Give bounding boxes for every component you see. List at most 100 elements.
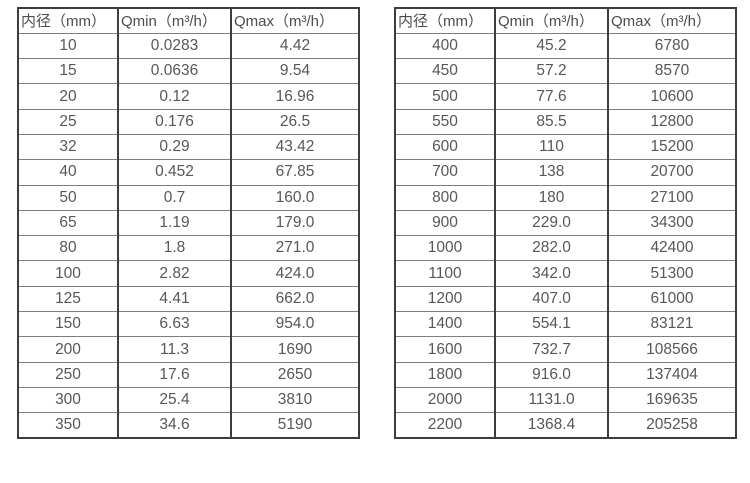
qmin-cell: 1131.0 <box>494 386 609 414</box>
diameter-cell: 900 <box>394 209 496 237</box>
table-row: 200 11.3 1690 <box>17 336 360 363</box>
qmax-cell: 67.85 <box>230 159 360 186</box>
qmax-cell: 108566 <box>607 336 737 363</box>
qmax-cell: 8570 <box>607 58 737 85</box>
qmax-cell: 662.0 <box>230 285 360 313</box>
diameter-cell: 1600 <box>394 336 496 363</box>
table-row: 800 180 27100 <box>394 184 737 211</box>
table-row: 250 17.6 2650 <box>17 361 360 388</box>
qmin-cell: 138 <box>494 159 609 186</box>
qmax-cell: 26.5 <box>230 108 360 135</box>
table-row: 600 110 15200 <box>394 133 737 161</box>
qmax-cell: 12800 <box>607 108 737 135</box>
header-row: 内径（mm） Qmin（m³/h） Qmax（m³/h） <box>17 7 360 34</box>
qmin-cell: 229.0 <box>494 209 609 237</box>
qmin-cell: 4.41 <box>117 285 232 313</box>
diameter-cell: 300 <box>17 386 119 414</box>
qmin-cell: 17.6 <box>117 361 232 388</box>
qmax-cell: 27100 <box>607 184 737 211</box>
table-row: 1100 342.0 51300 <box>394 260 737 287</box>
diameter-cell: 2000 <box>394 386 496 414</box>
diameter-cell: 600 <box>394 133 496 161</box>
table-row: 500 77.6 10600 <box>394 83 737 110</box>
qmin-cell: 342.0 <box>494 260 609 287</box>
flow-rate-spec-tables: 内径（mm） Qmin（m³/h） Qmax（m³/h） 10 0.0283 4.42 15… <box>17 7 737 440</box>
column-header-1: Qmin（m³/h） <box>117 7 232 34</box>
qmax-cell: 1690 <box>230 336 360 363</box>
qmax-cell: 179.0 <box>230 209 360 237</box>
qmin-cell: 6.63 <box>117 311 232 338</box>
qmin-cell: 25.4 <box>117 386 232 414</box>
table-row: 80 1.8 271.0 <box>17 235 360 262</box>
diameter-cell: 25 <box>17 108 119 135</box>
diameter-cell: 1000 <box>394 235 496 262</box>
qmax-cell: 15200 <box>607 133 737 161</box>
table-row: 350 34.6 5190 <box>17 412 360 439</box>
diameter-cell: 250 <box>17 361 119 388</box>
qmin-cell: 57.2 <box>494 58 609 85</box>
qmax-cell: 169635 <box>607 386 737 414</box>
diameter-cell: 450 <box>394 58 496 85</box>
qmax-cell: 43.42 <box>230 133 360 161</box>
qmax-cell: 51300 <box>607 260 737 287</box>
qmin-cell: 732.7 <box>494 336 609 363</box>
table-row: 2200 1368.4 205258 <box>394 412 737 439</box>
qmin-cell: 85.5 <box>494 108 609 135</box>
diameter-cell: 1100 <box>394 260 496 287</box>
table-row: 50 0.7 160.0 <box>17 184 360 211</box>
table-row: 32 0.29 43.42 <box>17 133 360 161</box>
qmax-cell: 3810 <box>230 386 360 414</box>
diameter-cell: 32 <box>17 133 119 161</box>
header-row: 内径（mm） Qmin（m³/h） Qmax（m³/h） <box>394 7 737 34</box>
qmax-cell: 9.54 <box>230 58 360 85</box>
diameter-cell: 100 <box>17 260 119 287</box>
table-row: 400 45.2 6780 <box>394 32 737 60</box>
diameter-cell: 1400 <box>394 311 496 338</box>
table-row: 1200 407.0 61000 <box>394 285 737 313</box>
table-row: 150 6.63 954.0 <box>17 311 360 338</box>
diameter-cell: 125 <box>17 285 119 313</box>
diameter-cell: 150 <box>17 311 119 338</box>
table-row: 1600 732.7 108566 <box>394 336 737 363</box>
diameter-cell: 800 <box>394 184 496 211</box>
qmin-cell: 554.1 <box>494 311 609 338</box>
qmin-cell: 1.8 <box>117 235 232 262</box>
table-row: 40 0.452 67.85 <box>17 159 360 186</box>
column-header-0: 内径（mm） <box>394 7 496 34</box>
diameter-cell: 500 <box>394 83 496 110</box>
diameter-cell: 700 <box>394 159 496 186</box>
qmax-cell: 5190 <box>230 412 360 439</box>
diameter-cell: 1200 <box>394 285 496 313</box>
qmin-cell: 77.6 <box>494 83 609 110</box>
qmax-cell: 83121 <box>607 311 737 338</box>
qmin-cell: 0.176 <box>117 108 232 135</box>
qmin-cell: 34.6 <box>117 412 232 439</box>
qmax-cell: 424.0 <box>230 260 360 287</box>
table-row: 125 4.41 662.0 <box>17 285 360 313</box>
table-row: 65 1.19 179.0 <box>17 209 360 237</box>
qmax-cell: 137404 <box>607 361 737 388</box>
table-row: 300 25.4 3810 <box>17 386 360 414</box>
column-header-0: 内径（mm） <box>17 7 119 34</box>
diameter-cell: 20 <box>17 83 119 110</box>
table-row: 10 0.0283 4.42 <box>17 32 360 60</box>
qmin-cell: 0.0283 <box>117 32 232 60</box>
qmax-cell: 271.0 <box>230 235 360 262</box>
diameter-cell: 15 <box>17 58 119 85</box>
qmax-cell: 10600 <box>607 83 737 110</box>
qmax-cell: 20700 <box>607 159 737 186</box>
qmin-cell: 0.12 <box>117 83 232 110</box>
table-row: 100 2.82 424.0 <box>17 260 360 287</box>
diameter-cell: 200 <box>17 336 119 363</box>
flow-table-small-diameters: 内径（mm） Qmin（m³/h） Qmax（m³/h） 10 0.0283 4.42 15… <box>17 7 360 440</box>
qmax-cell: 61000 <box>607 285 737 313</box>
qmin-cell: 407.0 <box>494 285 609 313</box>
diameter-cell: 80 <box>17 235 119 262</box>
qmin-cell: 916.0 <box>494 361 609 388</box>
table-row: 900 229.0 34300 <box>394 209 737 237</box>
qmin-cell: 45.2 <box>494 32 609 60</box>
qmin-cell: 0.7 <box>117 184 232 211</box>
flow-table-large-diameters: 内径（mm） Qmin（m³/h） Qmax（m³/h） 400 45.2 6780 450… <box>394 7 737 440</box>
column-header-2: Qmax（m³/h） <box>230 7 360 34</box>
diameter-cell: 550 <box>394 108 496 135</box>
